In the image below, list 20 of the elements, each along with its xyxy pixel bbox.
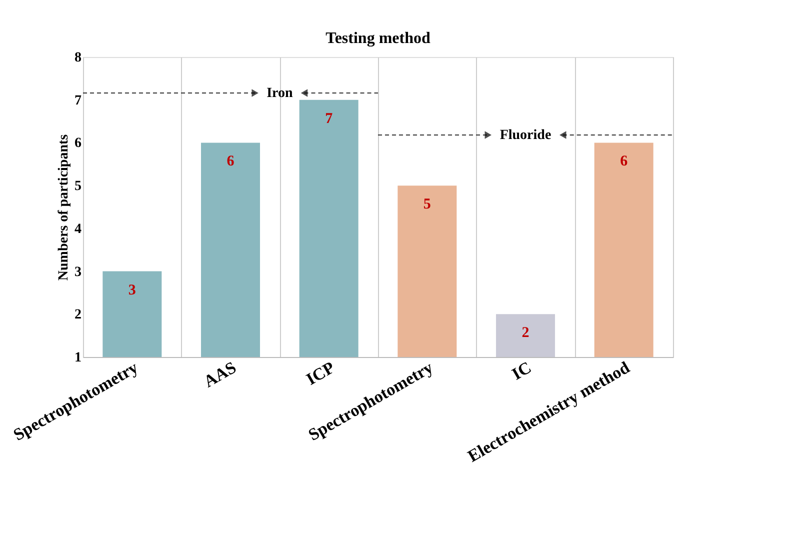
data-label: 3 (128, 282, 136, 298)
data-label: 7 (325, 110, 334, 127)
chart-title: Testing method (326, 30, 430, 47)
y-tick-label: 5 (74, 179, 82, 194)
y-tick-label: 6 (74, 136, 82, 152)
y-tick-label: 7 (74, 93, 82, 108)
y-tick-label: 8 (74, 50, 82, 66)
annotation: Fluoride (500, 128, 552, 143)
x-tick-label: IC (508, 358, 534, 384)
x-tick-label: AAS (200, 358, 240, 392)
data-label: 6 (620, 154, 628, 170)
annotation: Iron (266, 86, 293, 101)
y-axis-title: Numbers of participants (56, 134, 72, 281)
y-tick-label: 3 (74, 264, 82, 280)
data-label: 6 (226, 154, 235, 170)
data-label: 5 (423, 196, 431, 213)
y-tick-label: 2 (74, 308, 82, 323)
y-tick-label: 1 (74, 350, 82, 366)
y-tick-label: 4 (74, 222, 82, 237)
data-label: 2 (522, 325, 530, 342)
